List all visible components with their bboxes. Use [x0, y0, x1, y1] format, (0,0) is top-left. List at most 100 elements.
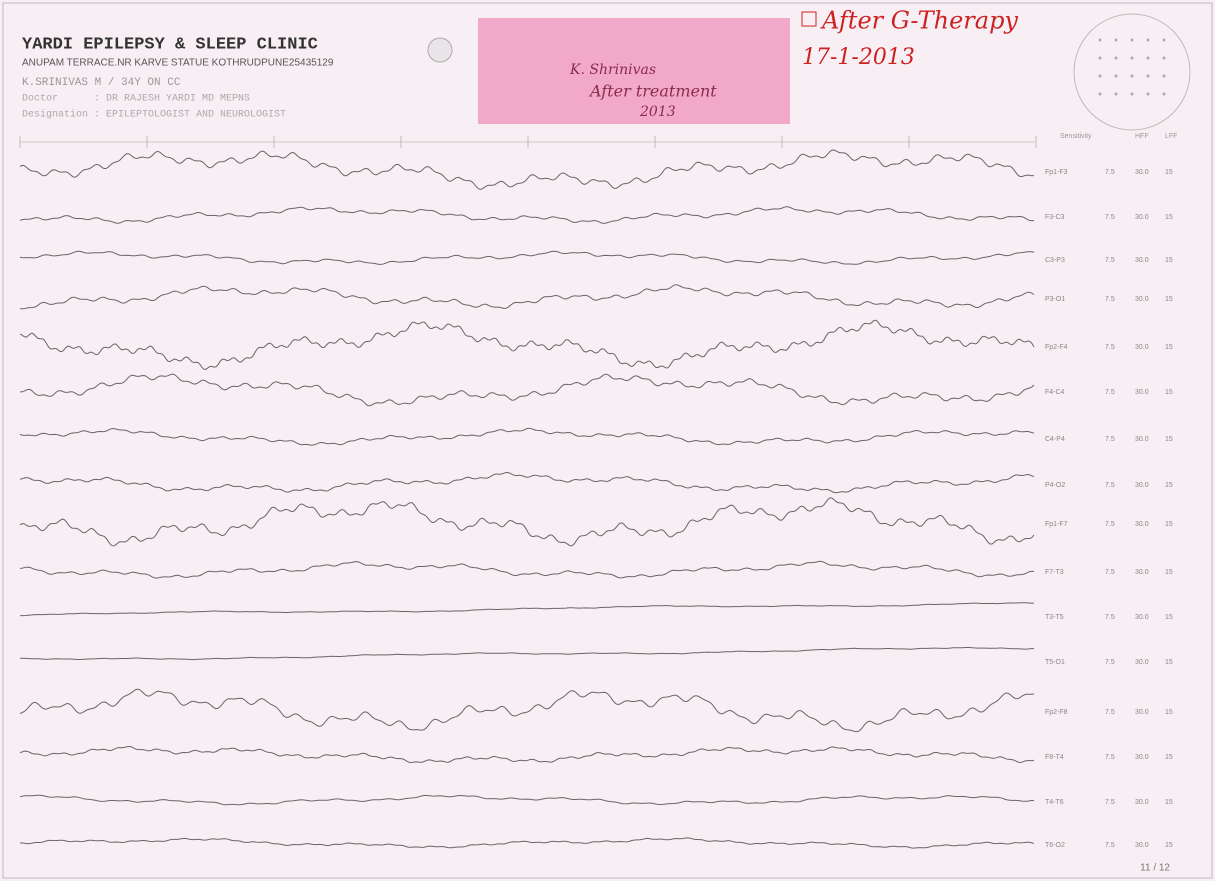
channel-label: P4-O2 — [1045, 482, 1065, 489]
hff: 30.0 — [1135, 389, 1149, 396]
handwritten-title: After G-Therapy — [820, 7, 1018, 35]
channel-label: F3-C3 — [1045, 214, 1065, 221]
sensitivity: 7.5 — [1105, 436, 1115, 443]
sensitivity: 7.5 — [1105, 344, 1115, 351]
electrode — [1163, 39, 1166, 42]
lff: 15 — [1165, 482, 1173, 489]
hff: 30.0 — [1135, 614, 1149, 621]
hff: 30.0 — [1135, 709, 1149, 716]
sensitivity: 7.5 — [1105, 214, 1115, 221]
paper — [0, 0, 1215, 881]
channel-label: Fp2-F4 — [1045, 344, 1068, 351]
lff: 15 — [1165, 569, 1173, 576]
channel-label: T4-T6 — [1045, 799, 1064, 806]
electrode — [1115, 39, 1118, 42]
electrode — [1099, 39, 1102, 42]
hff: 30.0 — [1135, 482, 1149, 489]
page: YARDI EPILEPSY & SLEEP CLINIC ANUPAM TER… — [0, 0, 1215, 881]
sensitivity: 7.5 — [1105, 842, 1115, 849]
electrode — [1115, 57, 1118, 60]
lff: 15 — [1165, 296, 1173, 303]
sensitivity: 7.5 — [1105, 257, 1115, 264]
note-line: 2013 — [639, 104, 676, 120]
channel-label: T3-T5 — [1045, 614, 1064, 621]
hff: 30.0 — [1135, 521, 1149, 528]
electrode — [1115, 75, 1118, 78]
lff: 15 — [1165, 799, 1173, 806]
doctor: Doctor : DR RAJESH YARDI MD MEPNS — [22, 94, 250, 105]
channel-label: C4-P4 — [1045, 436, 1065, 443]
hff: 30.0 — [1135, 659, 1149, 666]
hff: 30.0 — [1135, 214, 1149, 221]
electrode — [1099, 93, 1102, 96]
col-header: LFF — [1165, 133, 1177, 140]
designation: Designation : EPILEPTOLOGIST AND NEUROLO… — [22, 109, 286, 121]
hff: 30.0 — [1135, 754, 1149, 761]
sensitivity: 7.5 — [1105, 614, 1115, 621]
lff: 15 — [1165, 842, 1173, 849]
channel-label: C3-P3 — [1045, 257, 1065, 264]
lff: 15 — [1165, 214, 1173, 221]
hff: 30.0 — [1135, 296, 1149, 303]
channel-label: F7-T3 — [1045, 569, 1064, 576]
channel-label: T5-O1 — [1045, 659, 1065, 666]
hff: 30.0 — [1135, 569, 1149, 576]
channel-label: P3-O1 — [1045, 296, 1065, 303]
page-number: 11 / 12 — [1140, 863, 1170, 874]
hff: 30.0 — [1135, 436, 1149, 443]
electrode — [1131, 39, 1134, 42]
channel-label: Fp1-F7 — [1045, 521, 1068, 528]
channel-label: Fp1-F3 — [1045, 169, 1068, 176]
channel-label: T6-O2 — [1045, 842, 1065, 849]
lff: 15 — [1165, 614, 1173, 621]
electrode — [1147, 39, 1150, 42]
electrode — [1131, 75, 1134, 78]
sensitivity: 7.5 — [1105, 389, 1115, 396]
lff: 15 — [1165, 436, 1173, 443]
hff: 30.0 — [1135, 257, 1149, 264]
sensitivity: 7.5 — [1105, 659, 1115, 666]
address: ANUPAM TERRACE.NR KARVE STATUE KOTHRUDPU… — [22, 58, 334, 69]
clinic-name: YARDI EPILEPSY & SLEEP CLINIC — [22, 35, 318, 54]
sensitivity: 7.5 — [1105, 521, 1115, 528]
sensitivity: 7.5 — [1105, 799, 1115, 806]
sensitivity: 7.5 — [1105, 169, 1115, 176]
patient: K.SRINIVAS M / 34Y ON CC — [22, 77, 181, 89]
logo — [428, 38, 452, 62]
electrode — [1147, 57, 1150, 60]
sensitivity: 7.5 — [1105, 482, 1115, 489]
electrode — [1131, 57, 1134, 60]
electrode — [1099, 75, 1102, 78]
lff: 15 — [1165, 344, 1173, 351]
handwritten-date: 17-1-2013 — [802, 45, 915, 70]
hff: 30.0 — [1135, 169, 1149, 176]
note-line: K. Shrinivas — [569, 62, 656, 78]
electrode — [1163, 75, 1166, 78]
channel-label: F8-T4 — [1045, 754, 1064, 761]
electrode — [1131, 93, 1134, 96]
lff: 15 — [1165, 709, 1173, 716]
eeg-sheet: YARDI EPILEPSY & SLEEP CLINIC ANUPAM TER… — [0, 0, 1215, 881]
lff: 15 — [1165, 389, 1173, 396]
lff: 15 — [1165, 659, 1173, 666]
lff: 15 — [1165, 169, 1173, 176]
electrode — [1163, 93, 1166, 96]
sensitivity: 7.5 — [1105, 296, 1115, 303]
electrode — [1147, 93, 1150, 96]
hff: 30.0 — [1135, 799, 1149, 806]
channel-label: Fp2-F8 — [1045, 709, 1068, 716]
sensitivity: 7.5 — [1105, 569, 1115, 576]
lff: 15 — [1165, 257, 1173, 264]
sensitivity: 7.5 — [1105, 754, 1115, 761]
sensitivity: 7.5 — [1105, 709, 1115, 716]
col-header: Sensitivity — [1060, 133, 1092, 140]
lff: 15 — [1165, 521, 1173, 528]
col-header: HFF — [1135, 133, 1149, 140]
hff: 30.0 — [1135, 344, 1149, 351]
lff: 15 — [1165, 754, 1173, 761]
hff: 30.0 — [1135, 842, 1149, 849]
note-line: After treatment — [588, 82, 717, 101]
electrode — [1147, 75, 1150, 78]
electrode — [1163, 57, 1166, 60]
electrode — [1099, 57, 1102, 60]
